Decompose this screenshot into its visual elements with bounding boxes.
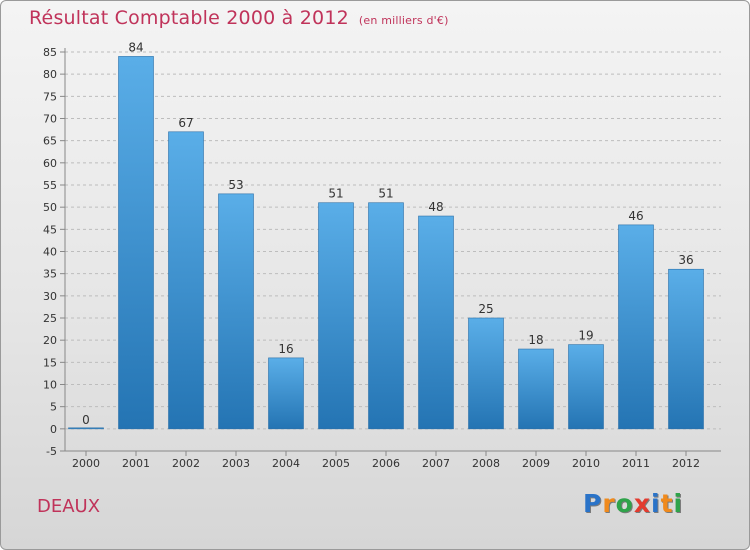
unit-label: (en milliers d'€): [358, 14, 449, 27]
data-label-2012: 36: [678, 253, 693, 267]
x-tick-label-2006: 2006: [372, 457, 400, 470]
bar-2000: [68, 427, 104, 430]
x-tick-label-2009: 2009: [522, 457, 550, 470]
y-tick-label: 25: [43, 312, 57, 325]
y-tick-label: 40: [43, 246, 57, 259]
x-tick-label-2005: 2005: [322, 457, 350, 470]
y-tick-label: 0: [50, 423, 57, 436]
y-tick-label: 60: [43, 157, 57, 170]
x-tick-label-2000: 2000: [72, 457, 100, 470]
x-tick-label-2003: 2003: [222, 457, 250, 470]
x-tick-label-2011: 2011: [622, 457, 650, 470]
y-tick-label: 10: [43, 379, 57, 392]
y-tick-label: 20: [43, 334, 57, 347]
x-tick-label-2008: 2008: [472, 457, 500, 470]
y-tick-label: 75: [43, 90, 57, 103]
x-tick-label-2007: 2007: [422, 457, 450, 470]
data-label-2004: 16: [278, 342, 293, 356]
bar-2007: [418, 215, 454, 430]
data-label-2011: 46: [628, 209, 643, 223]
x-tick-label-2012: 2012: [672, 457, 700, 470]
y-tick-label: 65: [43, 135, 57, 148]
data-label-2001: 84: [128, 40, 143, 54]
y-tick-label: 85: [43, 46, 57, 59]
y-tick-label: 15: [43, 356, 57, 369]
x-tick-label-2010: 2010: [572, 457, 600, 470]
chart-title: Résultat Comptable 2000 à 2012 (en millie…: [29, 7, 449, 29]
bar-2012: [668, 268, 704, 430]
proxiti-logo: Proxiti: [583, 489, 683, 518]
commune-name: DEAUX: [37, 496, 101, 517]
logo-letter: t: [660, 489, 674, 518]
y-tick-label: 5: [50, 401, 57, 414]
y-tick-label: 50: [43, 201, 57, 214]
y-tick-label: 70: [43, 113, 57, 126]
logo-letter: o: [615, 489, 634, 518]
y-tick-label: 55: [43, 179, 57, 192]
data-label-2005: 51: [328, 187, 343, 201]
bar-2011: [618, 224, 654, 430]
bar-2008: [468, 317, 504, 430]
data-label-2007: 48: [428, 200, 443, 214]
data-label-2009: 18: [528, 333, 543, 347]
y-tick-label: -5: [46, 445, 57, 458]
y-tick-label: 35: [43, 268, 57, 281]
bar-2001: [118, 56, 154, 430]
bar-2009: [518, 348, 554, 430]
data-label-2003: 53: [228, 178, 243, 192]
data-label-2010: 19: [578, 329, 593, 343]
logo-letter: r: [602, 489, 616, 518]
x-tick-label-2004: 2004: [272, 457, 300, 470]
data-label-2000: 0: [82, 413, 90, 427]
bar-2004: [268, 357, 304, 430]
data-label-2002: 67: [178, 116, 193, 130]
logo-letter: P: [583, 489, 603, 518]
y-tick-label: 80: [43, 68, 57, 81]
logo-letter: x: [633, 489, 651, 518]
data-label-2006: 51: [378, 187, 393, 201]
data-label-2008: 25: [478, 302, 493, 316]
bar-2003: [218, 193, 254, 430]
logo-letter: i: [651, 489, 661, 518]
x-tick-label-2001: 2001: [122, 457, 150, 470]
y-tick-label: 30: [43, 290, 57, 303]
y-tick-label: 45: [43, 223, 57, 236]
title-text: Résultat Comptable 2000 à 2012: [29, 7, 349, 29]
bar-2005: [318, 202, 354, 430]
bar-2010: [568, 344, 604, 430]
x-tick-label-2002: 2002: [172, 457, 200, 470]
logo-letter: i: [673, 489, 684, 518]
bar-2006: [368, 202, 404, 430]
bar-2002: [168, 131, 204, 430]
